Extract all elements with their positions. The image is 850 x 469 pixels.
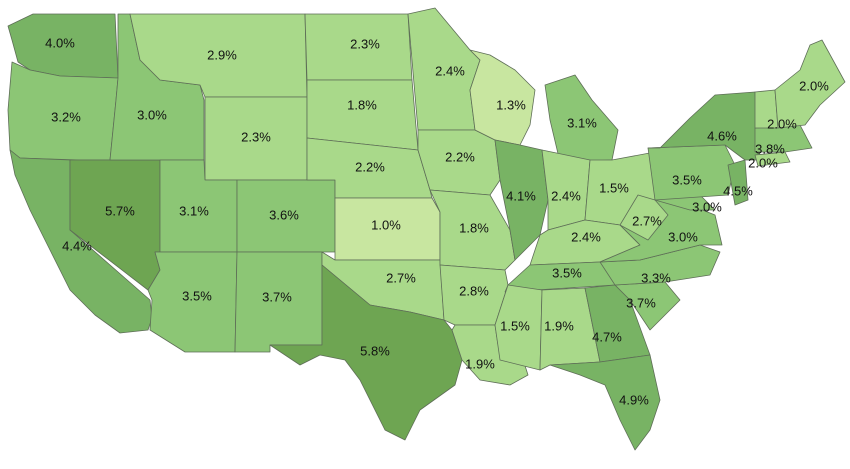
state-ct [754,151,791,167]
state-label-nd: 2.3% [350,36,380,51]
state-label-tx: 5.8% [360,343,390,358]
state-nj [727,159,749,206]
state-label-ma: 3.8% [755,141,785,156]
state-label-fl: 4.9% [619,392,649,407]
state-label-ok: 2.7% [386,270,416,285]
state-label-in: 2.4% [551,188,581,203]
state-tx [269,264,463,441]
state-label-mt: 2.9% [207,47,237,62]
state-ga [584,284,651,363]
state-label-il: 4.1% [506,188,536,203]
state-label-or: 3.2% [51,109,81,124]
state-fl [549,354,661,451]
state-label-mi: 3.1% [567,115,597,130]
state-label-nm: 3.7% [262,289,292,304]
state-label-ct: 2.0% [748,155,778,170]
state-mo [429,189,516,271]
states-layer [7,7,846,451]
state-label-mn: 2.4% [435,63,465,78]
state-label-ms: 1.5% [500,318,530,333]
state-label-wy: 2.3% [241,129,271,144]
state-label-va: 3.0% [668,229,698,244]
state-label-oh: 1.5% [599,180,629,195]
labels-layer: 4.0% 3.2% 4.4% 5.7% 3.0% 2.9% 2.3% 3.1% 3.5% 3.6%… [45,35,829,407]
state-label-md: 3.0% [692,199,722,214]
state-label-nc: 3.3% [641,270,671,285]
state-label-tn: 3.5% [552,265,582,280]
state-label-sd: 1.8% [347,97,377,112]
state-label-az: 3.5% [182,288,212,303]
state-label-mo: 1.8% [459,220,489,235]
state-label-pa: 3.5% [672,172,702,187]
state-label-vt: 2.0% [767,116,797,131]
state-label-ga: 4.7% [592,329,622,344]
state-label-al: 1.9% [544,318,574,333]
state-label-ia: 2.2% [445,149,475,164]
state-label-ks: 1.0% [371,217,401,232]
state-label-la: 1.9% [465,356,495,371]
state-mi [544,74,619,163]
state-label-id: 3.0% [137,107,167,122]
state-label-me: 2.0% [799,78,829,93]
state-label-nj: 4.5% [723,183,753,198]
state-label-ny: 4.6% [707,128,737,143]
state-label-sc: 3.7% [626,295,656,310]
state-wv [619,194,669,241]
state-label-ar: 2.8% [459,283,489,298]
state-label-wa: 4.0% [45,35,75,50]
state-label-wv: 2.7% [632,213,662,228]
state-label-ut: 3.1% [179,203,209,218]
state-label-ne: 2.2% [355,159,385,174]
state-label-ca: 4.4% [62,238,92,253]
state-label-co: 3.6% [269,207,299,222]
state-label-wi: 1.3% [496,97,526,112]
state-me [774,39,846,129]
state-label-nv: 5.7% [105,203,135,218]
state-label-ky: 2.4% [571,229,601,244]
